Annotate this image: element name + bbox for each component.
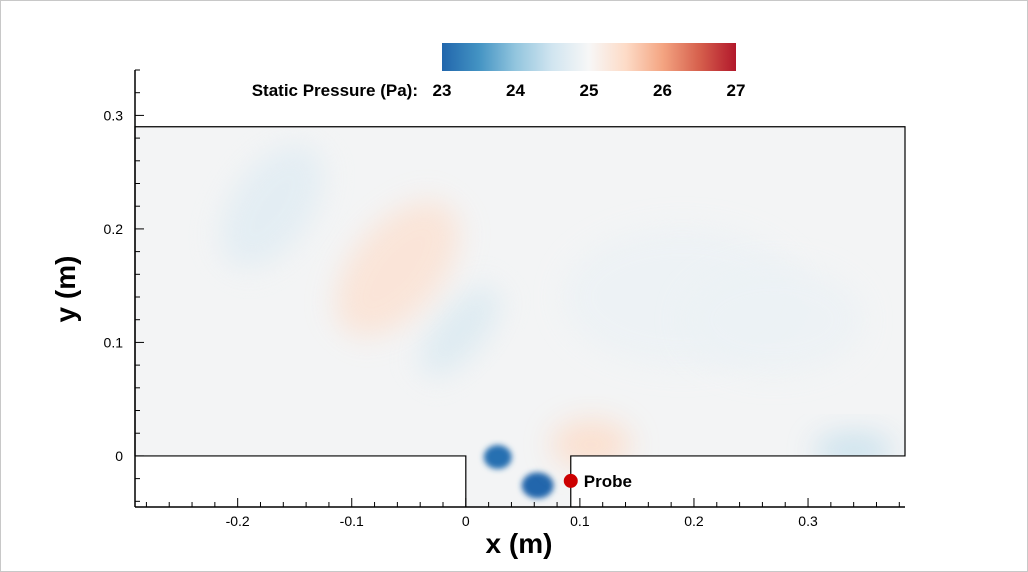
- pressure-feature: [813, 432, 894, 469]
- colorbar-tick-label: 26: [653, 81, 672, 100]
- y-tick-label: 0.1: [104, 334, 124, 350]
- x-axis-ticks: -0.2 -0.1 0 0.1 0.2 0.3: [145, 498, 900, 529]
- pressure-feature: [420, 286, 500, 376]
- y-tick-label: 0.2: [104, 221, 124, 237]
- pressure-feature: [483, 445, 512, 470]
- probe-marker: [563, 473, 578, 488]
- x-tick-label: -0.1: [340, 513, 364, 529]
- y-tick-label: 0.3: [104, 107, 124, 123]
- pressure-field: [135, 126, 905, 508]
- x-tick-label: 0.3: [798, 513, 818, 529]
- pressure-feature: [683, 264, 864, 375]
- x-tick-label: 0: [462, 513, 470, 529]
- x-tick-label: 0.1: [570, 513, 590, 529]
- colorbar-tick-label: 25: [580, 81, 599, 100]
- y-tick-label: 0: [115, 448, 123, 464]
- pressure-feature: [220, 144, 324, 268]
- colorbar: [442, 43, 736, 71]
- probe-label: Probe: [584, 472, 632, 491]
- x-axis-title: x (m): [486, 528, 553, 559]
- pressure-feature: [551, 419, 632, 470]
- x-tick-label: 0.2: [684, 513, 704, 529]
- colorbar-tick-label: 27: [727, 81, 746, 100]
- pressure-feature: [335, 200, 460, 337]
- y-axis-ticks: 0 0.1 0.2 0.3: [104, 69, 144, 502]
- colorbar-tick-label: 23: [433, 81, 452, 100]
- colorbar-title: Static Pressure (Pa):: [252, 81, 418, 100]
- x-tick-label: -0.2: [226, 513, 250, 529]
- pressure-feature: [521, 472, 554, 499]
- y-axis-title: y (m): [50, 256, 81, 323]
- colorbar-tick-label: 24: [506, 81, 525, 100]
- colorbar-ticks: 23 24 25 26 27: [433, 81, 746, 100]
- probe-marker-group: Probe: [563, 472, 632, 491]
